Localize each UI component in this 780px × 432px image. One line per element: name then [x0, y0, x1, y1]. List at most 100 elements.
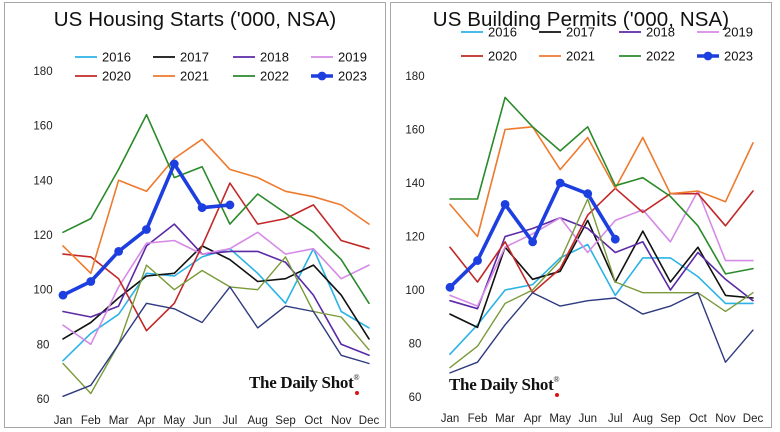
legend-label: 2018	[646, 25, 675, 40]
series-line-2021	[449, 126, 754, 238]
daily-shot-logo: The Daily Shot®	[249, 373, 360, 395]
legend-item-2016: 2016	[75, 50, 131, 65]
data-point-2023	[225, 200, 235, 210]
series-line-2022	[62, 113, 370, 305]
daily-shot-logo: The Daily Shot®	[449, 375, 560, 397]
brand-mark: ®	[353, 373, 360, 382]
legend-item-2021: 2021	[539, 49, 595, 64]
legend-label: 2016	[488, 25, 517, 40]
data-point-2023	[555, 178, 565, 188]
series-line-unlabeled-8	[449, 292, 754, 374]
legend-label: 2020	[102, 69, 131, 84]
legend-label: 2016	[102, 50, 131, 65]
x-tick-label: Mar	[109, 415, 129, 427]
x-tick-label: Jun	[193, 415, 212, 427]
x-tick-label: Apr	[138, 415, 156, 427]
series-line-unlabeled-7	[449, 198, 754, 369]
legend-item-2018: 2018	[619, 25, 675, 40]
x-tick-label: Feb	[468, 413, 488, 425]
legend-label: 2023	[724, 49, 753, 64]
brand-text: The Daily Shot	[449, 375, 554, 394]
x-tick-label: Jul	[608, 413, 623, 425]
legend-label: 2017	[180, 50, 209, 65]
legend-item-2019: 2019	[697, 25, 753, 40]
series-line-2017	[449, 219, 754, 329]
x-tick-label: May	[549, 413, 571, 425]
series-line-2020	[62, 182, 370, 332]
y-tick-label: 80	[409, 339, 422, 351]
x-tick-label: Dec	[359, 415, 380, 427]
y-tick-label: 60	[409, 392, 422, 404]
legend-label: 2018	[260, 50, 289, 65]
brand-red-dot	[555, 393, 559, 397]
y-tick-label: 180	[33, 66, 52, 78]
series-line-unlabeled-7	[62, 256, 370, 395]
legend-marker	[703, 51, 713, 61]
series-line-unlabeled-8	[62, 286, 370, 397]
series-line-2021	[62, 138, 370, 275]
brand-text: The Daily Shot	[249, 373, 354, 392]
x-tick-label: Nov	[331, 415, 352, 427]
legend-label: 2020	[488, 49, 517, 64]
data-point-2023	[58, 290, 68, 300]
chart-title: US Building Permits ('000, NSA)	[432, 8, 730, 31]
legend-item-2016: 2016	[461, 25, 517, 40]
series-line-2019	[62, 231, 370, 346]
housing-starts-chart: 60 80 100 120 140 160 180 Jan Feb Mar Apr May Jun Jul…	[33, 50, 380, 428]
legend-item-2017: 2017	[539, 25, 595, 40]
x-tick-label: Feb	[81, 415, 101, 427]
y-tick-label: 120	[405, 232, 424, 244]
building-permits-chart: 60 80 100 120 140 160 180 Jan Feb Mar Apr May Jun Jul…	[405, 25, 764, 426]
legend-marker	[317, 71, 327, 81]
data-point-2023	[197, 203, 207, 213]
legend-label: 2021	[180, 69, 209, 84]
legend-item-2020: 2020	[461, 49, 517, 64]
series-line-2020	[449, 187, 754, 294]
housing-starts-panel: US Housing Starts ('000, NSA) 60 80 100 120…	[4, 2, 386, 428]
y-tick-label: 140	[405, 178, 424, 190]
data-point-2023	[142, 225, 151, 234]
y-tick-label: 100	[33, 285, 52, 297]
data-point-2023	[473, 256, 482, 265]
x-tick-label: Nov	[715, 413, 736, 425]
legend-item-2023: 2023	[697, 49, 753, 64]
brand-red-dot	[355, 391, 359, 395]
legend-item-2020: 2020	[75, 69, 131, 84]
x-tick-label: Apr	[524, 413, 542, 425]
data-point-2023	[114, 247, 124, 256]
x-tick-label: Jan	[54, 415, 73, 427]
legend-item-2019: 2019	[311, 50, 367, 65]
data-point-2023	[86, 277, 96, 286]
legend-item-2022: 2022	[619, 49, 675, 64]
x-tick-label: Sep	[660, 413, 680, 425]
y-tick-label: 120	[33, 230, 52, 242]
data-point-2023	[169, 159, 179, 169]
data-point-2023	[583, 189, 593, 199]
legend-item-2018: 2018	[233, 50, 289, 65]
brand-mark: ®	[553, 375, 560, 384]
x-tick-label: Oct	[304, 415, 323, 427]
legend-item-2021: 2021	[153, 69, 209, 84]
x-tick-label: Mar	[495, 413, 515, 425]
series-line-2016	[449, 243, 754, 356]
y-tick-label: 180	[405, 71, 424, 83]
legend-label: 2019	[338, 50, 367, 65]
y-tick-label: 60	[37, 394, 50, 406]
data-point-2023	[500, 200, 510, 209]
x-tick-label: Sep	[275, 415, 295, 427]
legend-label: 2019	[724, 25, 753, 40]
legend-label: 2017	[566, 25, 595, 40]
chart-title: US Housing Starts ('000, NSA)	[53, 8, 337, 31]
legend-label: 2023	[338, 69, 367, 84]
legend-item-2022: 2022	[233, 69, 289, 84]
y-tick-label: 80	[37, 339, 50, 351]
y-tick-label: 100	[405, 285, 424, 297]
x-tick-label: Oct	[689, 413, 708, 425]
x-tick-label: May	[163, 415, 185, 427]
data-point-2023	[610, 234, 620, 244]
x-tick-label: Jun	[578, 413, 597, 425]
y-tick-label: 160	[405, 125, 424, 137]
x-tick-label: Dec	[743, 413, 764, 425]
legend-label: 2022	[646, 49, 675, 64]
data-point-2023	[445, 282, 455, 292]
